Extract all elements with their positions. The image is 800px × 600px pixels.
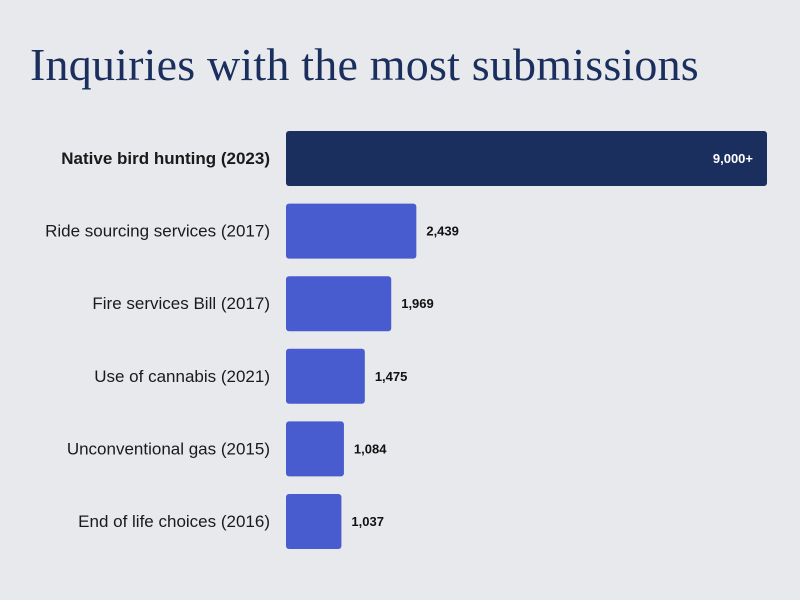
- category-label-1: Ride sourcing services (2017): [45, 222, 270, 241]
- chart-title: Inquiries with the most submissions: [30, 39, 699, 90]
- bar-0: [286, 131, 767, 186]
- value-label-0: 9,000+: [713, 151, 754, 166]
- category-label-4: Unconventional gas (2015): [67, 439, 270, 458]
- bar-4: [286, 421, 344, 477]
- value-label-4: 1,084: [354, 441, 387, 456]
- bar-2: [286, 276, 392, 332]
- value-label-5: 1,037: [351, 514, 384, 529]
- category-label-2: Fire services Bill (2017): [92, 294, 270, 313]
- value-label-2: 1,969: [401, 296, 434, 311]
- category-label-5: End of life choices (2016): [78, 512, 270, 531]
- bar-5: [286, 494, 342, 549]
- value-label-1: 2,439: [426, 224, 459, 239]
- bar-3: [286, 348, 365, 404]
- category-label-3: Use of cannabis (2021): [94, 367, 270, 386]
- bar-1: [286, 203, 417, 259]
- category-label-0: Native bird hunting (2023): [61, 149, 270, 168]
- value-label-3: 1,475: [375, 369, 408, 384]
